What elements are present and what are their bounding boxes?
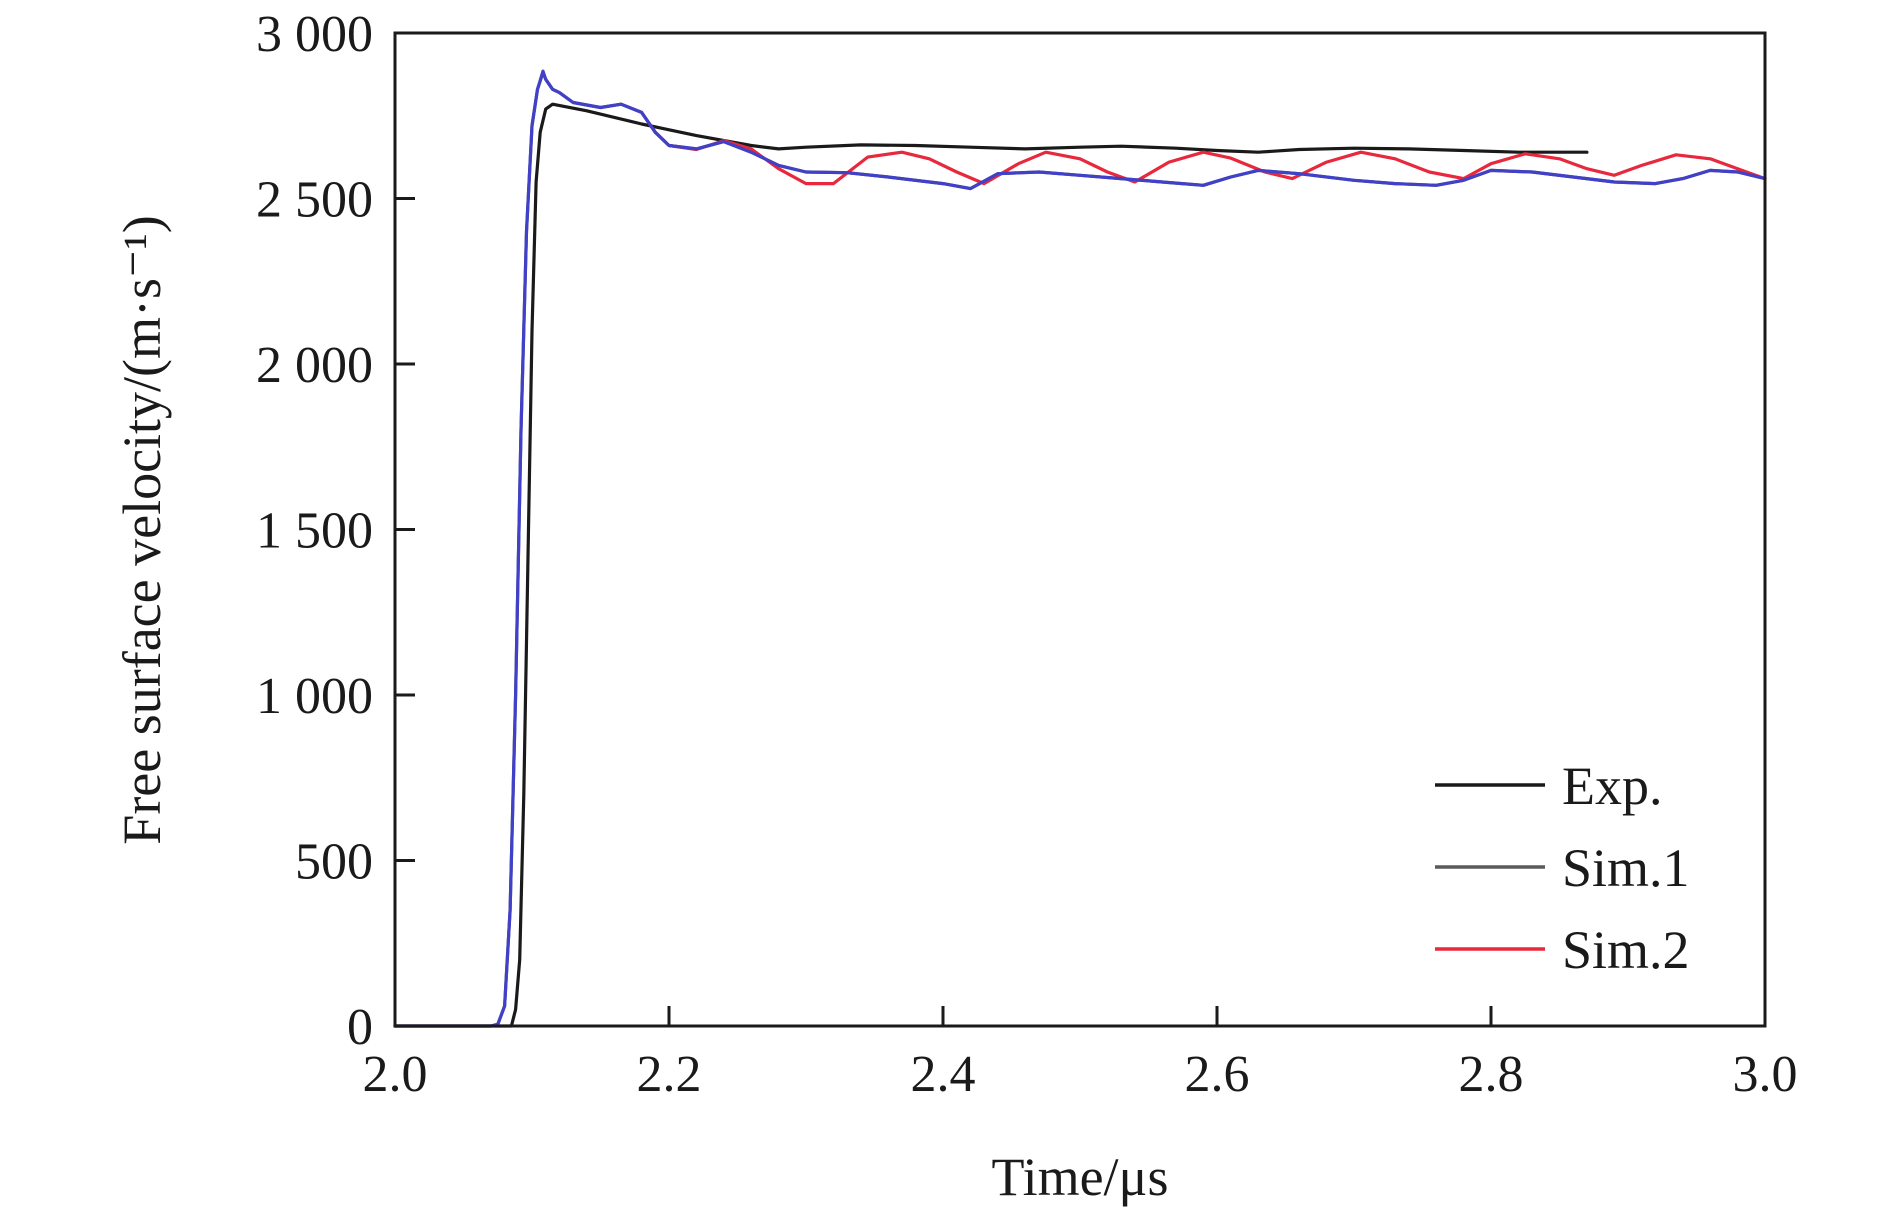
y-tick-label: 0 bbox=[347, 999, 373, 1056]
y-tick-label: 2 000 bbox=[256, 337, 373, 394]
x-tick-label: 2.0 bbox=[363, 1046, 428, 1103]
series-line-sim2 bbox=[640, 110, 1767, 186]
y-tick-label: 1 000 bbox=[256, 668, 373, 725]
y-tick-label: 2 500 bbox=[256, 172, 373, 229]
legend-label: Sim.1 bbox=[1562, 838, 1690, 898]
y-tick-label: 500 bbox=[295, 834, 373, 891]
y-axis-title: Free surface velocity/(m·s⁻¹) bbox=[112, 215, 172, 844]
x-axis-title: Time/μs bbox=[991, 1147, 1168, 1207]
y-tick-label: 3 000 bbox=[256, 6, 373, 63]
x-axis-ticks: 2.0 2.2 2.4 2.6 2.8 3.0 bbox=[363, 1006, 1798, 1103]
series-layer bbox=[393, 69, 1767, 1028]
plot-frame bbox=[393, 31, 1767, 1028]
series-line-exp bbox=[393, 102, 1589, 1028]
x-tick-label: 2.2 bbox=[637, 1046, 702, 1103]
series-line-sim1 bbox=[393, 71, 1767, 1028]
y-axis-ticks: 0 500 1 000 1 500 2 000 2 500 3 000 bbox=[256, 6, 415, 1056]
x-tick-label: 2.8 bbox=[1459, 1046, 1524, 1103]
y-tick-label: 1 500 bbox=[256, 503, 373, 560]
x-tick-label: 2.4 bbox=[911, 1046, 976, 1103]
x-tick-label: 3.0 bbox=[1733, 1046, 1798, 1103]
legend-label: Sim.2 bbox=[1562, 920, 1690, 980]
series-line-unlabeled-3 bbox=[393, 69, 1767, 1028]
legend: Exp. Sim.1 Sim.2 bbox=[1435, 756, 1690, 980]
legend-label: Exp. bbox=[1562, 756, 1663, 816]
x-tick-label: 2.6 bbox=[1185, 1046, 1250, 1103]
